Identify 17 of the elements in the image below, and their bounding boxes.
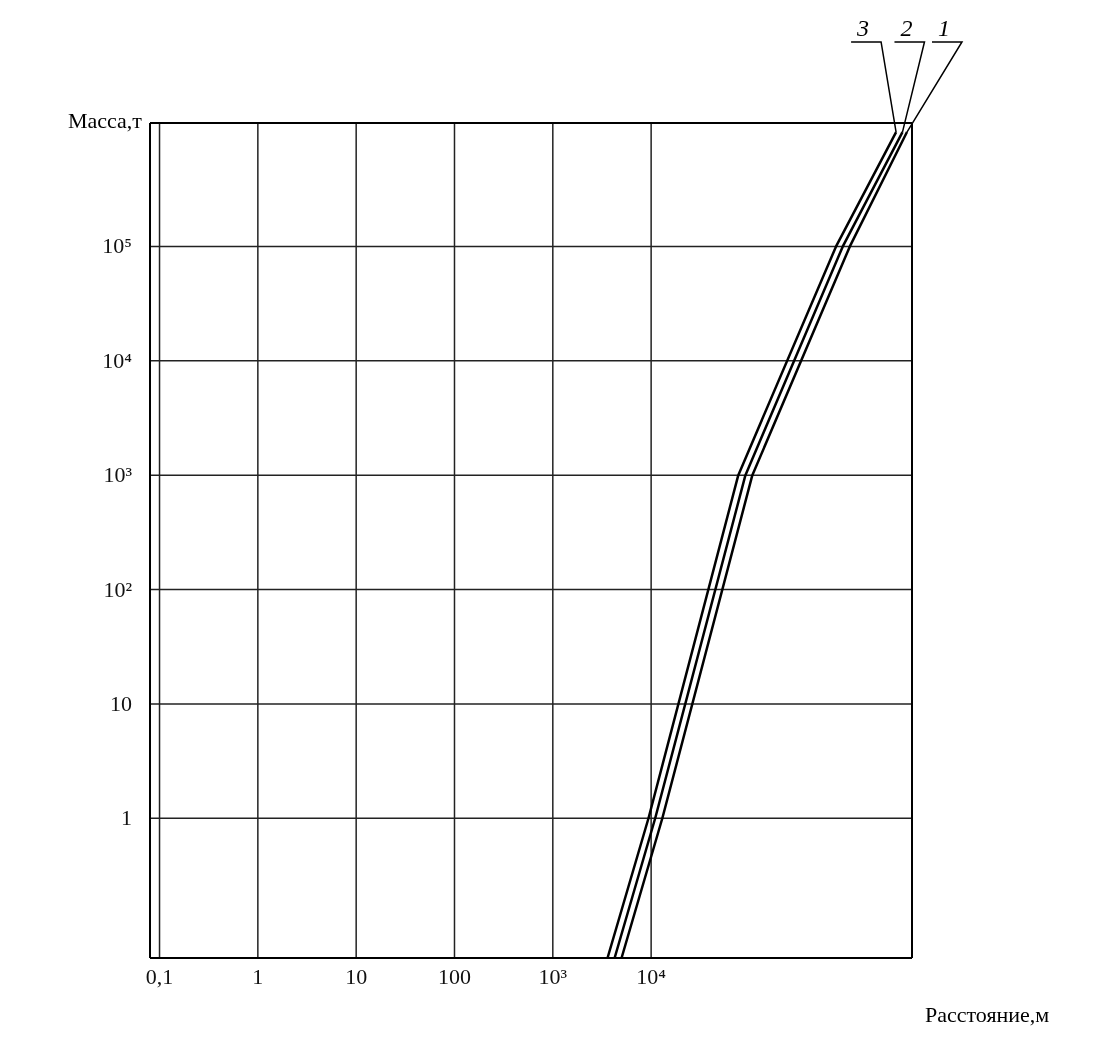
- x-tick-label: 10³: [538, 964, 568, 989]
- x-tick-label: 10⁴: [636, 964, 667, 989]
- x-tick-label: 100: [437, 964, 471, 989]
- x-tick-label: 10: [345, 964, 368, 989]
- y-tick-label: 10: [110, 690, 132, 716]
- x-tick-label: 1: [252, 964, 264, 989]
- y-tick-label: 10⁵: [102, 233, 132, 259]
- text: 1: [937, 15, 950, 41]
- y-axis-title: Масса,т: [67, 108, 142, 134]
- y-tick-label: 10⁴: [102, 347, 133, 373]
- x-axis-title: Расстояние,м: [925, 1002, 1050, 1028]
- y-tick-label: 1: [121, 805, 132, 831]
- x-tick-label: 0,1: [145, 964, 174, 989]
- text: 2: [900, 15, 913, 41]
- y-tick-label: 10²: [103, 576, 133, 602]
- text: 3: [856, 15, 870, 41]
- y-tick-label: 10³: [103, 462, 133, 488]
